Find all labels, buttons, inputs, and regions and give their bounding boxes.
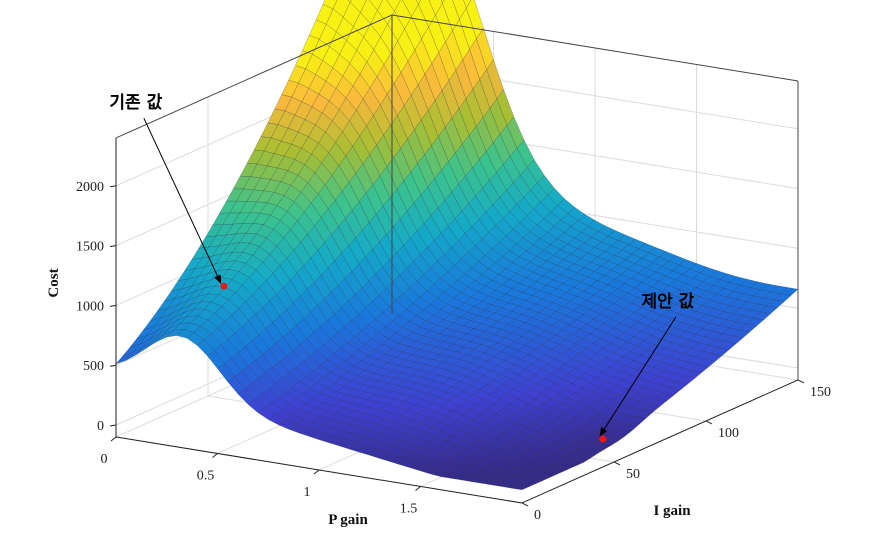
annotation-label: 제안 값 [641, 292, 694, 312]
surface-patch [511, 484, 530, 490]
y-tick-mark [705, 420, 713, 425]
z-tick-label: 0 [97, 419, 104, 434]
annotation-marker [220, 282, 228, 290]
y-tick-mark [613, 461, 621, 466]
y-tick-label: 50 [626, 467, 640, 482]
annotation-arrow [143, 117, 222, 285]
z-axis-label: Cost [46, 268, 62, 297]
z-tick-mark [109, 304, 117, 307]
surface-patch [440, 0, 445, 4]
x-tick-label: 0.5 [197, 468, 215, 483]
x-tick-label: 1.5 [400, 501, 418, 516]
box-edge [391, 14, 799, 82]
z-tick-label: 1000 [76, 299, 104, 314]
axes-box [115, 14, 799, 504]
cost-surface [115, 0, 799, 490]
y-tick-mark [797, 379, 805, 384]
y-axis-label: I gain [653, 503, 691, 519]
z-tick-label: 1500 [76, 240, 104, 255]
z-tick-mark [109, 185, 117, 188]
z-tick-mark [109, 424, 117, 427]
annotation-label: 기존 값 [109, 93, 162, 113]
x-tick-mark [415, 486, 421, 491]
y-tick-mark [521, 502, 529, 507]
y-tick-label: 150 [810, 385, 831, 400]
surface-patch [415, 0, 422, 5]
x-tick-mark [110, 436, 117, 442]
y-axis-line [521, 379, 799, 504]
x-tick-mark [212, 453, 218, 458]
z-tick-mark [109, 245, 117, 248]
box-edge [115, 14, 393, 139]
x-tick-label: 0 [101, 452, 108, 467]
surface-patch [463, 0, 472, 9]
z-tick-mark [109, 364, 117, 367]
annotation-arrow [599, 316, 677, 437]
x-tick-label: 1 [304, 485, 311, 500]
z-tick-label: 2000 [76, 180, 104, 195]
x-axis-label: P gain [328, 512, 368, 528]
annotation-marker [599, 435, 607, 443]
y-tick-label: 0 [534, 508, 541, 523]
annotations: 기존 값제안 값 [109, 93, 695, 443]
z-tick-label: 500 [83, 359, 104, 374]
x-tick-mark [313, 469, 320, 475]
y-tick-label: 100 [718, 426, 739, 441]
